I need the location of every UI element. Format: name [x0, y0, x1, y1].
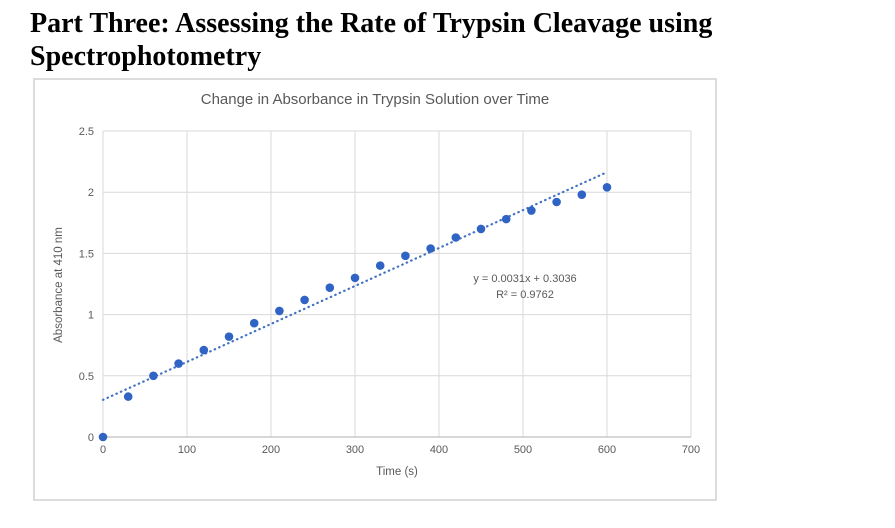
data-point [224, 332, 234, 341]
trend-r2: R² = 0.9762 [496, 289, 554, 301]
x-tick-label: 500 [514, 444, 532, 456]
data-point [350, 273, 360, 283]
data-point [375, 261, 385, 270]
data-point [149, 371, 158, 381]
data-point [527, 206, 536, 215]
x-tick-label: 600 [598, 444, 616, 456]
page-title: Part Three: Assessing the Rate of Trypsi… [30, 8, 713, 72]
x-tick-label: 400 [430, 444, 448, 456]
y-tick-label: 2 [88, 187, 94, 199]
x-tick-label: 700 [682, 444, 700, 456]
y-axis-title: Absorbance at 410 nm [53, 227, 65, 343]
data-point [249, 318, 259, 328]
y-tick-label: 0 [88, 432, 94, 444]
data-point [123, 392, 133, 401]
y-tick-label: 1.5 [79, 248, 94, 260]
data-point [199, 345, 209, 355]
y-tick-label: 0.5 [79, 371, 94, 383]
x-tick-label: 100 [178, 444, 196, 456]
data-point [476, 224, 486, 234]
data-point [300, 295, 309, 305]
data-point [426, 244, 435, 253]
data-point [325, 283, 335, 292]
x-tick-label: 0 [100, 444, 106, 456]
data-point [602, 183, 612, 192]
data-point [577, 190, 587, 199]
x-axis-title: Time (s) [376, 466, 418, 478]
data-point [275, 306, 284, 316]
x-tick-label: 300 [346, 444, 364, 456]
trend-equation: y = 0.0031x + 0.3036 [473, 273, 576, 285]
scatter-plot: 0 100 200 300 400 500 600 700 0 0.5 1 1.5 2 2.5 Time (… [53, 126, 700, 478]
data-point [174, 359, 183, 368]
data-point [501, 214, 511, 224]
chart-title: Change in Absorbance in Trypsin Solution… [200, 91, 550, 108]
trendline [101, 171, 609, 401]
data-point [401, 251, 410, 261]
chart-frame: Change in Absorbance in Trypsin Solution… [33, 78, 717, 501]
x-tick-label: 200 [262, 444, 280, 456]
y-tick-label: 1 [88, 310, 94, 322]
y-tick-label: 2.5 [79, 126, 94, 138]
data-point [552, 197, 561, 207]
data-point [451, 233, 461, 242]
data-point [98, 432, 108, 442]
